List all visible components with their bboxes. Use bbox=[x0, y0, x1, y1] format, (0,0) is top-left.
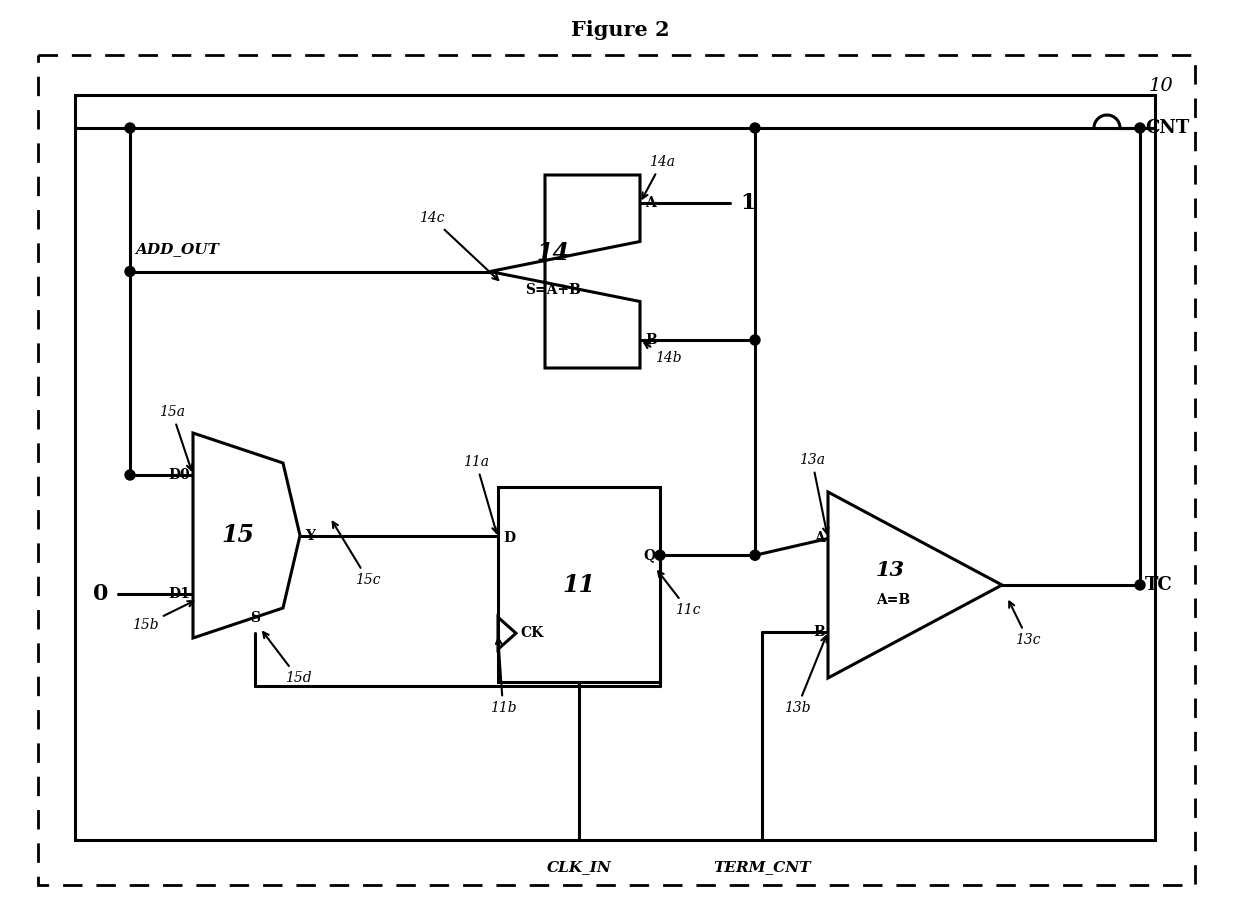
Circle shape bbox=[1135, 580, 1145, 590]
Text: 13a: 13a bbox=[799, 453, 828, 534]
Text: 11a: 11a bbox=[463, 455, 497, 533]
Text: 15a: 15a bbox=[159, 405, 192, 471]
Text: A: A bbox=[645, 196, 656, 210]
Circle shape bbox=[125, 470, 135, 480]
Text: 11: 11 bbox=[563, 573, 595, 596]
Text: D0: D0 bbox=[169, 468, 190, 482]
Text: 15d: 15d bbox=[263, 632, 311, 685]
Text: 15: 15 bbox=[222, 524, 254, 548]
Text: 14b: 14b bbox=[645, 343, 681, 365]
Text: 14c: 14c bbox=[419, 211, 498, 280]
Text: 1: 1 bbox=[740, 192, 755, 214]
Polygon shape bbox=[193, 433, 300, 638]
Text: 11c: 11c bbox=[658, 572, 701, 617]
Text: 14a: 14a bbox=[642, 155, 675, 199]
Polygon shape bbox=[498, 487, 660, 682]
Text: 0: 0 bbox=[93, 583, 108, 605]
Text: CLK_IN: CLK_IN bbox=[547, 860, 611, 874]
Circle shape bbox=[750, 550, 760, 561]
Text: D1: D1 bbox=[169, 587, 190, 601]
Text: 13: 13 bbox=[875, 560, 904, 580]
Text: 10: 10 bbox=[1148, 77, 1173, 95]
Polygon shape bbox=[490, 175, 640, 368]
Text: ADD_OUT: ADD_OUT bbox=[135, 243, 219, 256]
Text: S=A+B: S=A+B bbox=[525, 282, 580, 297]
Text: Figure 2: Figure 2 bbox=[570, 20, 670, 40]
Text: B: B bbox=[813, 625, 825, 639]
Text: B: B bbox=[645, 333, 657, 347]
Circle shape bbox=[125, 267, 135, 277]
Text: TERM_CNT: TERM_CNT bbox=[713, 860, 811, 874]
Text: A=B: A=B bbox=[875, 593, 910, 607]
Text: A: A bbox=[815, 531, 825, 546]
Circle shape bbox=[655, 550, 665, 561]
Circle shape bbox=[125, 123, 135, 133]
Text: 15b: 15b bbox=[131, 601, 193, 632]
Polygon shape bbox=[74, 95, 1154, 840]
Text: Y: Y bbox=[305, 528, 315, 542]
Circle shape bbox=[1135, 123, 1145, 133]
Text: 13c: 13c bbox=[1009, 602, 1040, 647]
Text: 14: 14 bbox=[537, 242, 569, 266]
Text: 15c: 15c bbox=[332, 522, 381, 587]
Text: S: S bbox=[250, 611, 260, 625]
Text: 11b: 11b bbox=[490, 639, 516, 715]
Text: 13b: 13b bbox=[784, 636, 827, 715]
Text: CNT: CNT bbox=[1145, 119, 1189, 137]
Text: D: D bbox=[503, 530, 515, 545]
Text: CK: CK bbox=[520, 626, 543, 641]
Text: Q: Q bbox=[642, 549, 655, 562]
Text: TC: TC bbox=[1145, 576, 1173, 594]
Circle shape bbox=[750, 123, 760, 133]
Polygon shape bbox=[828, 492, 1002, 678]
Circle shape bbox=[750, 335, 760, 345]
